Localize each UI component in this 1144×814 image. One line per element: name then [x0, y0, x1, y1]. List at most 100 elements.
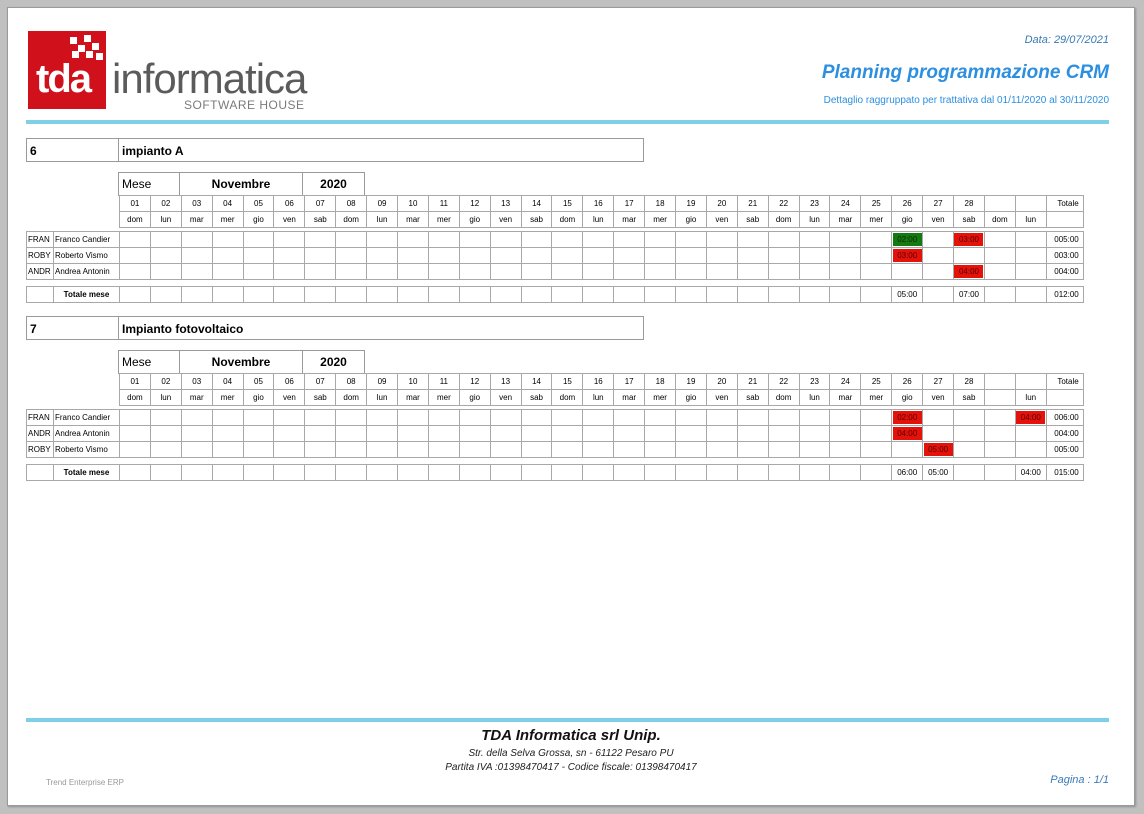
- day-cell[interactable]: [458, 441, 491, 458]
- day-cell[interactable]: [953, 441, 985, 458]
- day-cell[interactable]: [119, 247, 151, 264]
- day-cell[interactable]: [489, 409, 522, 426]
- planned-hours[interactable]: 03:00: [892, 249, 922, 262]
- day-cell[interactable]: [1014, 441, 1047, 458]
- day-cell[interactable]: [736, 231, 769, 248]
- day-cell[interactable]: 02:00: [891, 231, 924, 248]
- day-cell[interactable]: [767, 425, 800, 442]
- day-cell[interactable]: [427, 441, 460, 458]
- day-cell[interactable]: [798, 247, 831, 264]
- planned-hours[interactable]: 04:00: [892, 427, 922, 440]
- day-cell[interactable]: [860, 263, 893, 280]
- day-cell[interactable]: [366, 441, 399, 458]
- day-cell[interactable]: 05:00: [922, 441, 955, 458]
- day-cell[interactable]: [520, 441, 553, 458]
- day-cell[interactable]: [242, 425, 275, 442]
- day-cell[interactable]: [644, 425, 677, 442]
- day-cell[interactable]: [366, 231, 399, 248]
- planned-hours[interactable]: 02:00: [892, 411, 922, 424]
- day-cell[interactable]: [922, 409, 955, 426]
- day-cell[interactable]: [335, 409, 368, 426]
- day-cell[interactable]: [397, 441, 429, 458]
- day-cell[interactable]: [798, 263, 831, 280]
- day-cell[interactable]: [983, 247, 1016, 264]
- day-cell[interactable]: [489, 441, 522, 458]
- day-cell[interactable]: [397, 409, 429, 426]
- day-cell[interactable]: [798, 231, 831, 248]
- day-cell[interactable]: [180, 247, 213, 264]
- day-cell[interactable]: [983, 231, 1016, 248]
- day-cell[interactable]: [304, 247, 337, 264]
- day-cell[interactable]: [767, 409, 800, 426]
- day-cell[interactable]: [582, 263, 615, 280]
- day-cell[interactable]: 04:00: [953, 263, 985, 280]
- day-cell[interactable]: [613, 441, 646, 458]
- day-cell[interactable]: [613, 247, 646, 264]
- day-cell[interactable]: [675, 231, 707, 248]
- day-cell[interactable]: [983, 425, 1016, 442]
- day-cell[interactable]: [798, 425, 831, 442]
- day-cell[interactable]: [705, 247, 738, 264]
- day-cell[interactable]: [273, 231, 306, 248]
- day-cell[interactable]: [149, 263, 182, 280]
- day-cell[interactable]: [489, 247, 522, 264]
- day-cell[interactable]: [953, 409, 985, 426]
- day-cell[interactable]: [829, 441, 862, 458]
- day-cell[interactable]: [458, 231, 491, 248]
- day-cell[interactable]: [551, 247, 584, 264]
- day-cell[interactable]: [767, 263, 800, 280]
- day-cell[interactable]: [922, 231, 955, 248]
- day-cell[interactable]: [705, 409, 738, 426]
- day-cell[interactable]: [304, 425, 337, 442]
- day-cell[interactable]: [551, 263, 584, 280]
- day-cell[interactable]: [953, 425, 985, 442]
- day-cell[interactable]: [119, 441, 151, 458]
- day-cell[interactable]: [427, 231, 460, 248]
- day-cell[interactable]: [180, 231, 213, 248]
- day-cell[interactable]: [119, 409, 151, 426]
- day-cell[interactable]: [520, 263, 553, 280]
- day-cell[interactable]: [335, 425, 368, 442]
- planned-hours[interactable]: 02:00: [892, 233, 922, 246]
- day-cell[interactable]: [922, 425, 955, 442]
- day-cell[interactable]: [736, 263, 769, 280]
- day-cell[interactable]: [366, 425, 399, 442]
- day-cell[interactable]: [242, 263, 275, 280]
- day-cell[interactable]: [922, 247, 955, 264]
- day-cell[interactable]: 04:00: [891, 425, 924, 442]
- day-cell[interactable]: [582, 441, 615, 458]
- day-cell[interactable]: [860, 231, 893, 248]
- day-cell[interactable]: [335, 247, 368, 264]
- day-cell[interactable]: [397, 231, 429, 248]
- day-cell[interactable]: [335, 263, 368, 280]
- day-cell[interactable]: [304, 409, 337, 426]
- day-cell[interactable]: [644, 247, 677, 264]
- planned-hours[interactable]: 03:00: [954, 233, 984, 246]
- day-cell[interactable]: [736, 247, 769, 264]
- day-cell[interactable]: [242, 231, 275, 248]
- day-cell[interactable]: [705, 263, 738, 280]
- day-cell[interactable]: [397, 263, 429, 280]
- day-cell[interactable]: [489, 231, 522, 248]
- day-cell[interactable]: 03:00: [891, 247, 924, 264]
- day-cell[interactable]: [551, 425, 584, 442]
- day-cell[interactable]: [582, 425, 615, 442]
- day-cell[interactable]: [180, 425, 213, 442]
- day-cell[interactable]: [644, 441, 677, 458]
- day-cell[interactable]: [119, 425, 151, 442]
- day-cell[interactable]: [860, 441, 893, 458]
- day-cell[interactable]: [119, 263, 151, 280]
- day-cell[interactable]: [613, 263, 646, 280]
- day-cell[interactable]: [242, 409, 275, 426]
- day-cell[interactable]: [860, 247, 893, 264]
- day-cell[interactable]: [520, 425, 553, 442]
- day-cell[interactable]: [675, 441, 707, 458]
- day-cell[interactable]: [551, 231, 584, 248]
- day-cell[interactable]: [736, 425, 769, 442]
- day-cell[interactable]: [273, 409, 306, 426]
- day-cell[interactable]: [458, 247, 491, 264]
- day-cell[interactable]: [551, 409, 584, 426]
- day-cell[interactable]: [427, 425, 460, 442]
- day-cell[interactable]: [242, 247, 275, 264]
- day-cell[interactable]: [705, 441, 738, 458]
